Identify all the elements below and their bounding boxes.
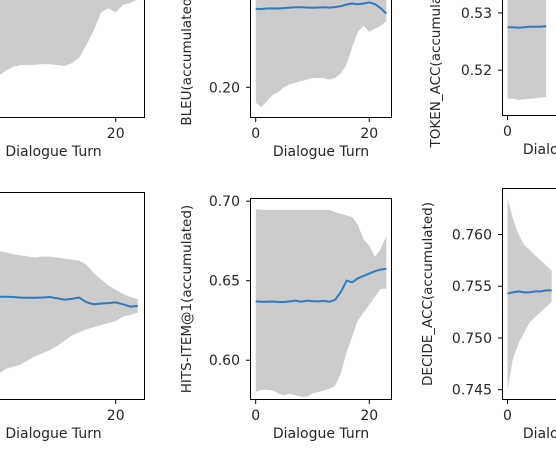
x-tick-label: 0 — [503, 124, 512, 140]
mean-line — [255, 1, 387, 15]
y-tick-label: 0.745 — [452, 383, 492, 399]
y-tick-label: 0.20 — [209, 80, 240, 96]
confidence-band — [0, 0, 137, 75]
y-tick-label: 0.53 — [461, 6, 492, 22]
subplot-2: 0 20 Dialogue Turn 0.20 BLEU(accumulated) — [179, 0, 392, 160]
mean-line — [0, 295, 138, 308]
x-axis-label: Dialogue Turn — [273, 144, 369, 160]
confidence-band — [507, 0, 547, 100]
y-axis-label: BLEU(accumulated) — [179, 0, 195, 126]
x-tick-label: 20 — [107, 126, 125, 142]
y-tick-label: 0.760 — [452, 228, 492, 244]
x-tick-label: 0 — [251, 408, 260, 424]
y-tick-label: 0.70 — [209, 194, 240, 210]
y-axis-label: HITS-ITEM@1(accumulated) — [179, 205, 195, 393]
confidence-band — [255, 209, 387, 397]
mean-line — [507, 289, 552, 295]
subplot-3: 0 Dialogue Turn 0.52 0.53 TOKEN_ACC(accumula… — [428, 0, 556, 158]
x-axis-label: Dialogue Turn — [273, 426, 369, 442]
x-tick-label: 20 — [360, 126, 378, 142]
y-tick-label: 0.60 — [209, 353, 240, 369]
x-axis-label: Dialogue Turn — [523, 142, 556, 158]
y-tick-label: 0.750 — [452, 331, 492, 347]
subplot-6: 0 Dialogue Turn 0.745 0.750 0.755 0.760 DECIDE… — [420, 188, 556, 442]
mean-line — [255, 267, 387, 304]
y-axis-label: TOKEN_ACC(accumulated) — [428, 0, 444, 149]
y-axis-label: DECIDE_ACC(accumulated) — [420, 202, 436, 386]
x-axis-label: Dialogue Turn — [523, 426, 556, 442]
confidence-band — [255, 0, 387, 108]
y-tick-label: 0.52 — [461, 63, 492, 79]
confidence-band — [507, 198, 552, 390]
x-axis-label: Dialogue Turn — [5, 144, 101, 160]
x-tick-label: 0 — [251, 126, 260, 142]
mean-line — [507, 25, 547, 29]
confidence-band — [0, 251, 138, 374]
y-tick-label: 0.755 — [452, 279, 492, 295]
x-tick-label: 0 — [503, 408, 512, 424]
subplot-5: 0 20 Dialogue Turn 0.60 0.65 0.70 HITS-ITEM@1(… — [179, 194, 392, 442]
x-tick-label: 20 — [107, 408, 125, 424]
x-axis-label: Dialogue Turn — [5, 426, 101, 442]
x-tick-label: 20 — [360, 408, 378, 424]
y-tick-label: 0.65 — [209, 274, 240, 290]
